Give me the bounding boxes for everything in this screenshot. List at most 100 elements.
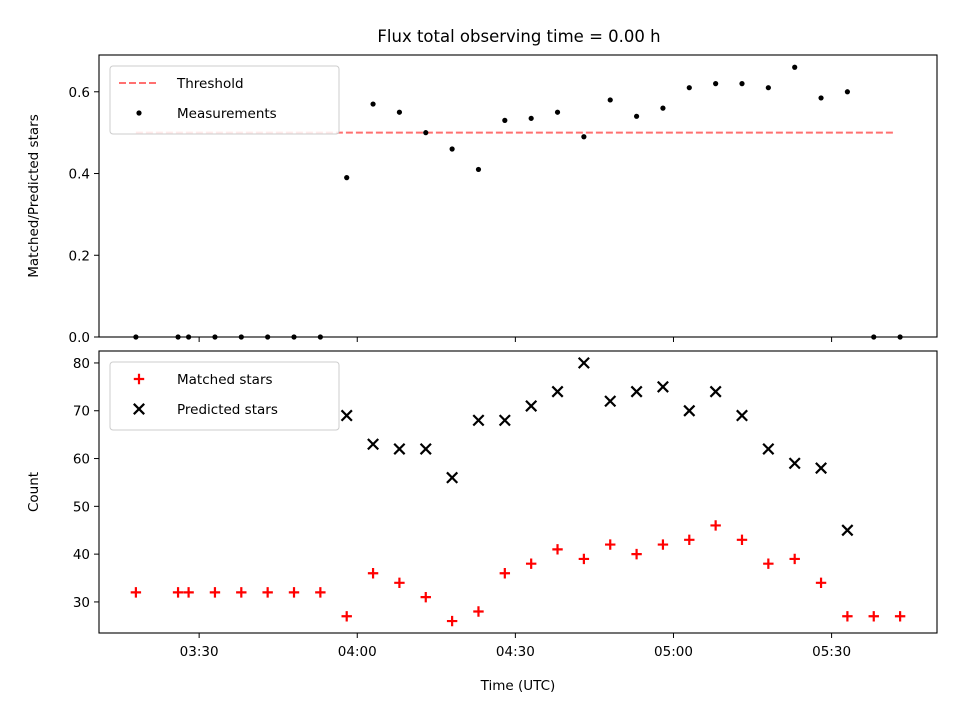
measurements-point — [133, 334, 139, 340]
measurements-point — [423, 130, 429, 136]
y-tick-label: 60 — [73, 452, 90, 468]
matched-stars-point — [130, 587, 142, 598]
matched-stars-point — [420, 591, 431, 603]
x-tick-label: 04:30 — [496, 644, 535, 660]
matched-stars-point — [236, 587, 247, 598]
measurements-point — [818, 95, 824, 101]
matched-stars-point — [446, 615, 458, 627]
measurements-point — [291, 334, 297, 340]
matched-stars-point — [815, 577, 827, 589]
matched-stars-point — [605, 539, 616, 550]
matched-stars-point — [578, 553, 590, 565]
predicted-stars-point — [419, 443, 432, 455]
measurements-point — [713, 81, 719, 87]
measurements-point — [686, 85, 692, 91]
y-tick-label: 30 — [73, 595, 90, 611]
predicted-stars-point — [736, 409, 748, 422]
measurements-point — [871, 334, 877, 340]
matched-stars-point — [657, 539, 669, 550]
predicted-stars-point — [841, 524, 854, 537]
x-tick-label: 05:00 — [654, 644, 693, 660]
legend-matched-stars-swatch — [133, 373, 145, 385]
predicted-stars-point — [472, 414, 485, 427]
predicted-stars-point — [367, 438, 380, 451]
count-panel: 30 40 50 60 70 80 03:30 04:00 04:30 05:00 05:30 Cou… — [26, 350, 938, 694]
legend-box — [109, 65, 340, 135]
matched-stars-point — [262, 587, 273, 598]
legend-box — [109, 361, 340, 431]
y-axis-label: Matched/Predicted stars — [26, 114, 42, 277]
matched-stars-point — [341, 611, 352, 622]
matched-stars-point — [288, 587, 300, 598]
predicted-stars-point — [630, 385, 643, 398]
measurements-point — [265, 334, 271, 340]
predicted-stars-point — [683, 404, 696, 417]
matched-stars-point — [631, 548, 642, 560]
matched-stars-point — [473, 606, 484, 617]
legend-measurements-swatch — [136, 110, 142, 116]
x-tick-label: 05:30 — [812, 644, 851, 660]
predicted-stars-point — [815, 462, 828, 475]
predicted-stars-point — [393, 443, 406, 455]
predicted-stars-point — [788, 457, 801, 470]
measurements-point — [660, 105, 666, 111]
legend-predicted-stars-swatch — [133, 403, 145, 415]
plot-frame — [98, 350, 938, 634]
measurements-point — [396, 109, 403, 115]
x-tick-label: 04:00 — [338, 644, 377, 660]
legend: Matched stars Predicted stars — [109, 361, 340, 431]
matched-stars-point — [763, 558, 774, 569]
measurements-point — [633, 113, 640, 119]
predicted-stars-point — [446, 471, 459, 484]
predicted-stars-point — [577, 356, 590, 369]
y-tick-label: 80 — [73, 356, 90, 372]
matched-stars-point — [315, 587, 326, 598]
measurements-point — [528, 115, 534, 121]
predicted-stars-point — [525, 399, 538, 412]
y-tick-label: 40 — [73, 547, 90, 563]
legend-matched-stars-label: Matched stars — [177, 372, 273, 388]
measurements-point — [212, 334, 218, 340]
legend-threshold-label: Threshold — [176, 76, 244, 92]
x-axis-label: Time (UTC) — [480, 678, 556, 694]
matched-stars-point — [499, 568, 511, 579]
measurements-point — [475, 166, 482, 173]
matched-stars-point — [894, 611, 906, 622]
matched-stars-point — [710, 520, 721, 531]
measurements-point — [502, 117, 508, 123]
matched-stars-point — [684, 534, 695, 545]
measurements-point — [844, 89, 851, 95]
y-tick-label: 0.4 — [69, 167, 90, 183]
measurements-point — [317, 334, 323, 340]
matched-stars-point — [172, 587, 184, 598]
measurements-point — [554, 109, 561, 115]
measurements-point — [175, 334, 181, 340]
matched-stars-point — [209, 587, 221, 598]
measurements-point — [792, 64, 798, 70]
matched-stars-point — [868, 611, 879, 622]
matched-stars-point — [789, 553, 800, 565]
legend-predicted-stars-label: Predicted stars — [177, 402, 278, 418]
y-tick-label: 70 — [73, 404, 90, 420]
plot-frame — [98, 54, 938, 338]
measurements-point — [238, 334, 244, 340]
legend-measurements-label: Measurements — [177, 106, 277, 122]
measurements-point — [739, 81, 745, 87]
x-tick-label: 03:30 — [180, 644, 219, 660]
matched-stars-point — [183, 587, 194, 598]
measurements-point — [344, 175, 350, 181]
measurements-point — [581, 134, 587, 140]
measurements-point — [897, 334, 903, 340]
measurements-point — [449, 146, 455, 152]
predicted-stars-point — [762, 443, 775, 455]
chart-title: Flux total observing time = 0.00 h — [377, 27, 660, 46]
matched-stars-point — [367, 568, 379, 579]
measurements-point — [607, 97, 613, 103]
y-axis-label: Count — [26, 472, 42, 512]
predicted-stars-point — [340, 409, 353, 422]
matched-stars-point — [552, 544, 563, 555]
y-tick-label: 0.6 — [69, 85, 90, 101]
predicted-stars-point — [551, 385, 564, 398]
legend: Threshold Measurements — [109, 65, 340, 135]
